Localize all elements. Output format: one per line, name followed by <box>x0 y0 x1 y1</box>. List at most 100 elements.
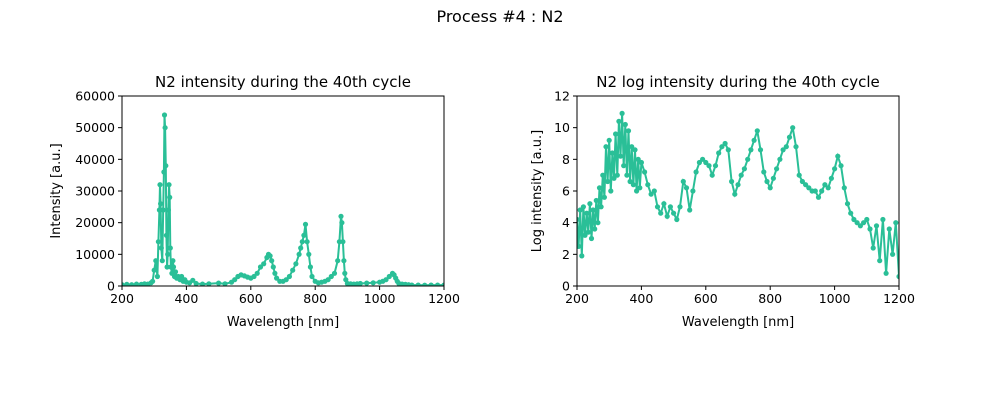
intensity-data-point <box>172 269 179 275</box>
log-intensity-data-point <box>617 153 624 159</box>
log-intensity-data-point <box>680 178 686 185</box>
intensity-data-point <box>341 258 347 264</box>
intensity-data-point <box>290 267 296 273</box>
intensity-data-point <box>160 207 166 213</box>
log-intensity-data-point <box>611 175 617 181</box>
intensity-data-point <box>153 258 159 264</box>
log-intensity-data-point <box>582 232 588 238</box>
log-intensity-data-point <box>596 185 603 191</box>
log-intensity-y-tick-label: 12 <box>554 89 570 104</box>
log-intensity-data-point <box>677 204 683 210</box>
log-intensity-data-point <box>667 204 674 210</box>
intensity-data-point <box>441 282 444 286</box>
intensity-data-point <box>199 281 206 286</box>
log-intensity-data-point <box>883 270 889 276</box>
intensity-data-point <box>167 194 173 200</box>
intensity-data-point <box>163 163 169 169</box>
log-intensity-data-point <box>709 172 715 178</box>
intensity-data-point <box>124 281 130 286</box>
intensity-data-point <box>357 280 363 286</box>
log-intensity-data-point <box>764 178 770 185</box>
log-intensity-data-point <box>725 147 731 153</box>
intensity-data-point <box>293 261 299 267</box>
log-intensity-data-point <box>828 175 835 181</box>
log-intensity-data-point <box>890 251 896 257</box>
log-intensity-data-point <box>815 194 822 200</box>
log-intensity-series <box>577 110 899 280</box>
log-intensity-x-tick-label: 800 <box>758 291 782 306</box>
log-intensity-data-point <box>625 128 632 134</box>
intensity-data-point <box>331 270 338 276</box>
log-intensity-x-tick-label: 400 <box>629 291 653 306</box>
intensity-data-point <box>251 273 257 280</box>
log-intensity-data-point <box>590 207 596 213</box>
intensity-data-point <box>158 201 164 207</box>
intensity-x-tick-label: 1200 <box>428 291 460 306</box>
log-intensity-data-point <box>648 191 654 197</box>
intensity-data-point <box>179 273 185 280</box>
intensity-data-point <box>302 221 309 227</box>
log-intensity-data-point <box>651 188 657 194</box>
log-intensity-data-point <box>654 204 661 210</box>
intensity-data-point <box>156 207 162 213</box>
log-intensity-title: N2 log intensity during the 40th cycle <box>596 73 880 91</box>
log-intensity-data-point <box>605 178 611 185</box>
log-intensity-data-point <box>603 144 609 150</box>
log-intensity-data-point <box>806 185 812 191</box>
log-intensity-data-point <box>661 201 667 207</box>
intensity-y-axis-label: Intensity [a.u.] <box>49 143 64 238</box>
log-intensity-data-point <box>761 169 767 175</box>
log-intensity-data-point <box>577 207 583 213</box>
log-intensity-data-point <box>719 144 725 150</box>
log-intensity-data-point <box>601 194 608 200</box>
intensity-data-point <box>193 280 199 286</box>
intensity-series-line <box>122 114 444 286</box>
intensity-y-tick-label: 60000 <box>75 89 115 104</box>
intensity-data-point <box>306 251 312 257</box>
log-intensity-data-point <box>754 128 760 134</box>
log-intensity-data-point <box>741 166 748 172</box>
intensity-data-point <box>190 277 196 283</box>
log-intensity-data-point <box>577 216 580 223</box>
intensity-data-point <box>304 239 310 245</box>
intensity-data-point <box>328 273 334 280</box>
intensity-data-point <box>339 220 345 226</box>
log-intensity-y-tick-label: 8 <box>562 152 570 167</box>
intensity-data-point <box>307 264 313 270</box>
intensity-data-point <box>162 125 168 131</box>
log-intensity-data-point <box>870 245 876 251</box>
log-intensity-data-point <box>579 253 585 259</box>
log-intensity-data-point <box>873 223 880 229</box>
log-intensity-x-tick-label: 600 <box>694 291 718 306</box>
intensity-x-tick-label: 200 <box>110 291 134 306</box>
intensity-data-point <box>222 281 228 286</box>
log-intensity-data-point <box>683 185 690 191</box>
log-intensity-data-point <box>608 188 614 194</box>
intensity-data-point <box>435 282 441 286</box>
intensity-data-point <box>166 182 172 188</box>
log-intensity-data-point <box>757 147 764 153</box>
log-intensity-data-point <box>671 210 677 216</box>
log-intensity-data-point <box>635 156 641 162</box>
log-intensity-data-point <box>577 243 582 249</box>
intensity-data-point <box>428 282 434 286</box>
intensity-data-point <box>232 277 238 283</box>
log-intensity-data-point <box>712 163 719 169</box>
log-intensity-x-tick-label: 200 <box>565 291 589 306</box>
log-intensity-data-point <box>864 216 870 223</box>
intensity-data-point <box>364 280 370 286</box>
log-intensity-data-point <box>580 204 587 210</box>
log-intensity-data-point <box>588 235 595 242</box>
intensity-data-point <box>299 239 305 245</box>
log-intensity-data-point <box>751 137 757 143</box>
log-intensity-data-point <box>598 204 604 210</box>
intensity-data-point <box>164 264 170 270</box>
log-intensity-data-point <box>745 156 751 162</box>
intensity-data-point <box>261 261 267 267</box>
log-intensity-data-point <box>700 156 706 162</box>
log-intensity-data-point <box>732 191 738 197</box>
log-intensity-data-point <box>703 159 709 166</box>
log-intensity-data-point <box>777 156 783 162</box>
